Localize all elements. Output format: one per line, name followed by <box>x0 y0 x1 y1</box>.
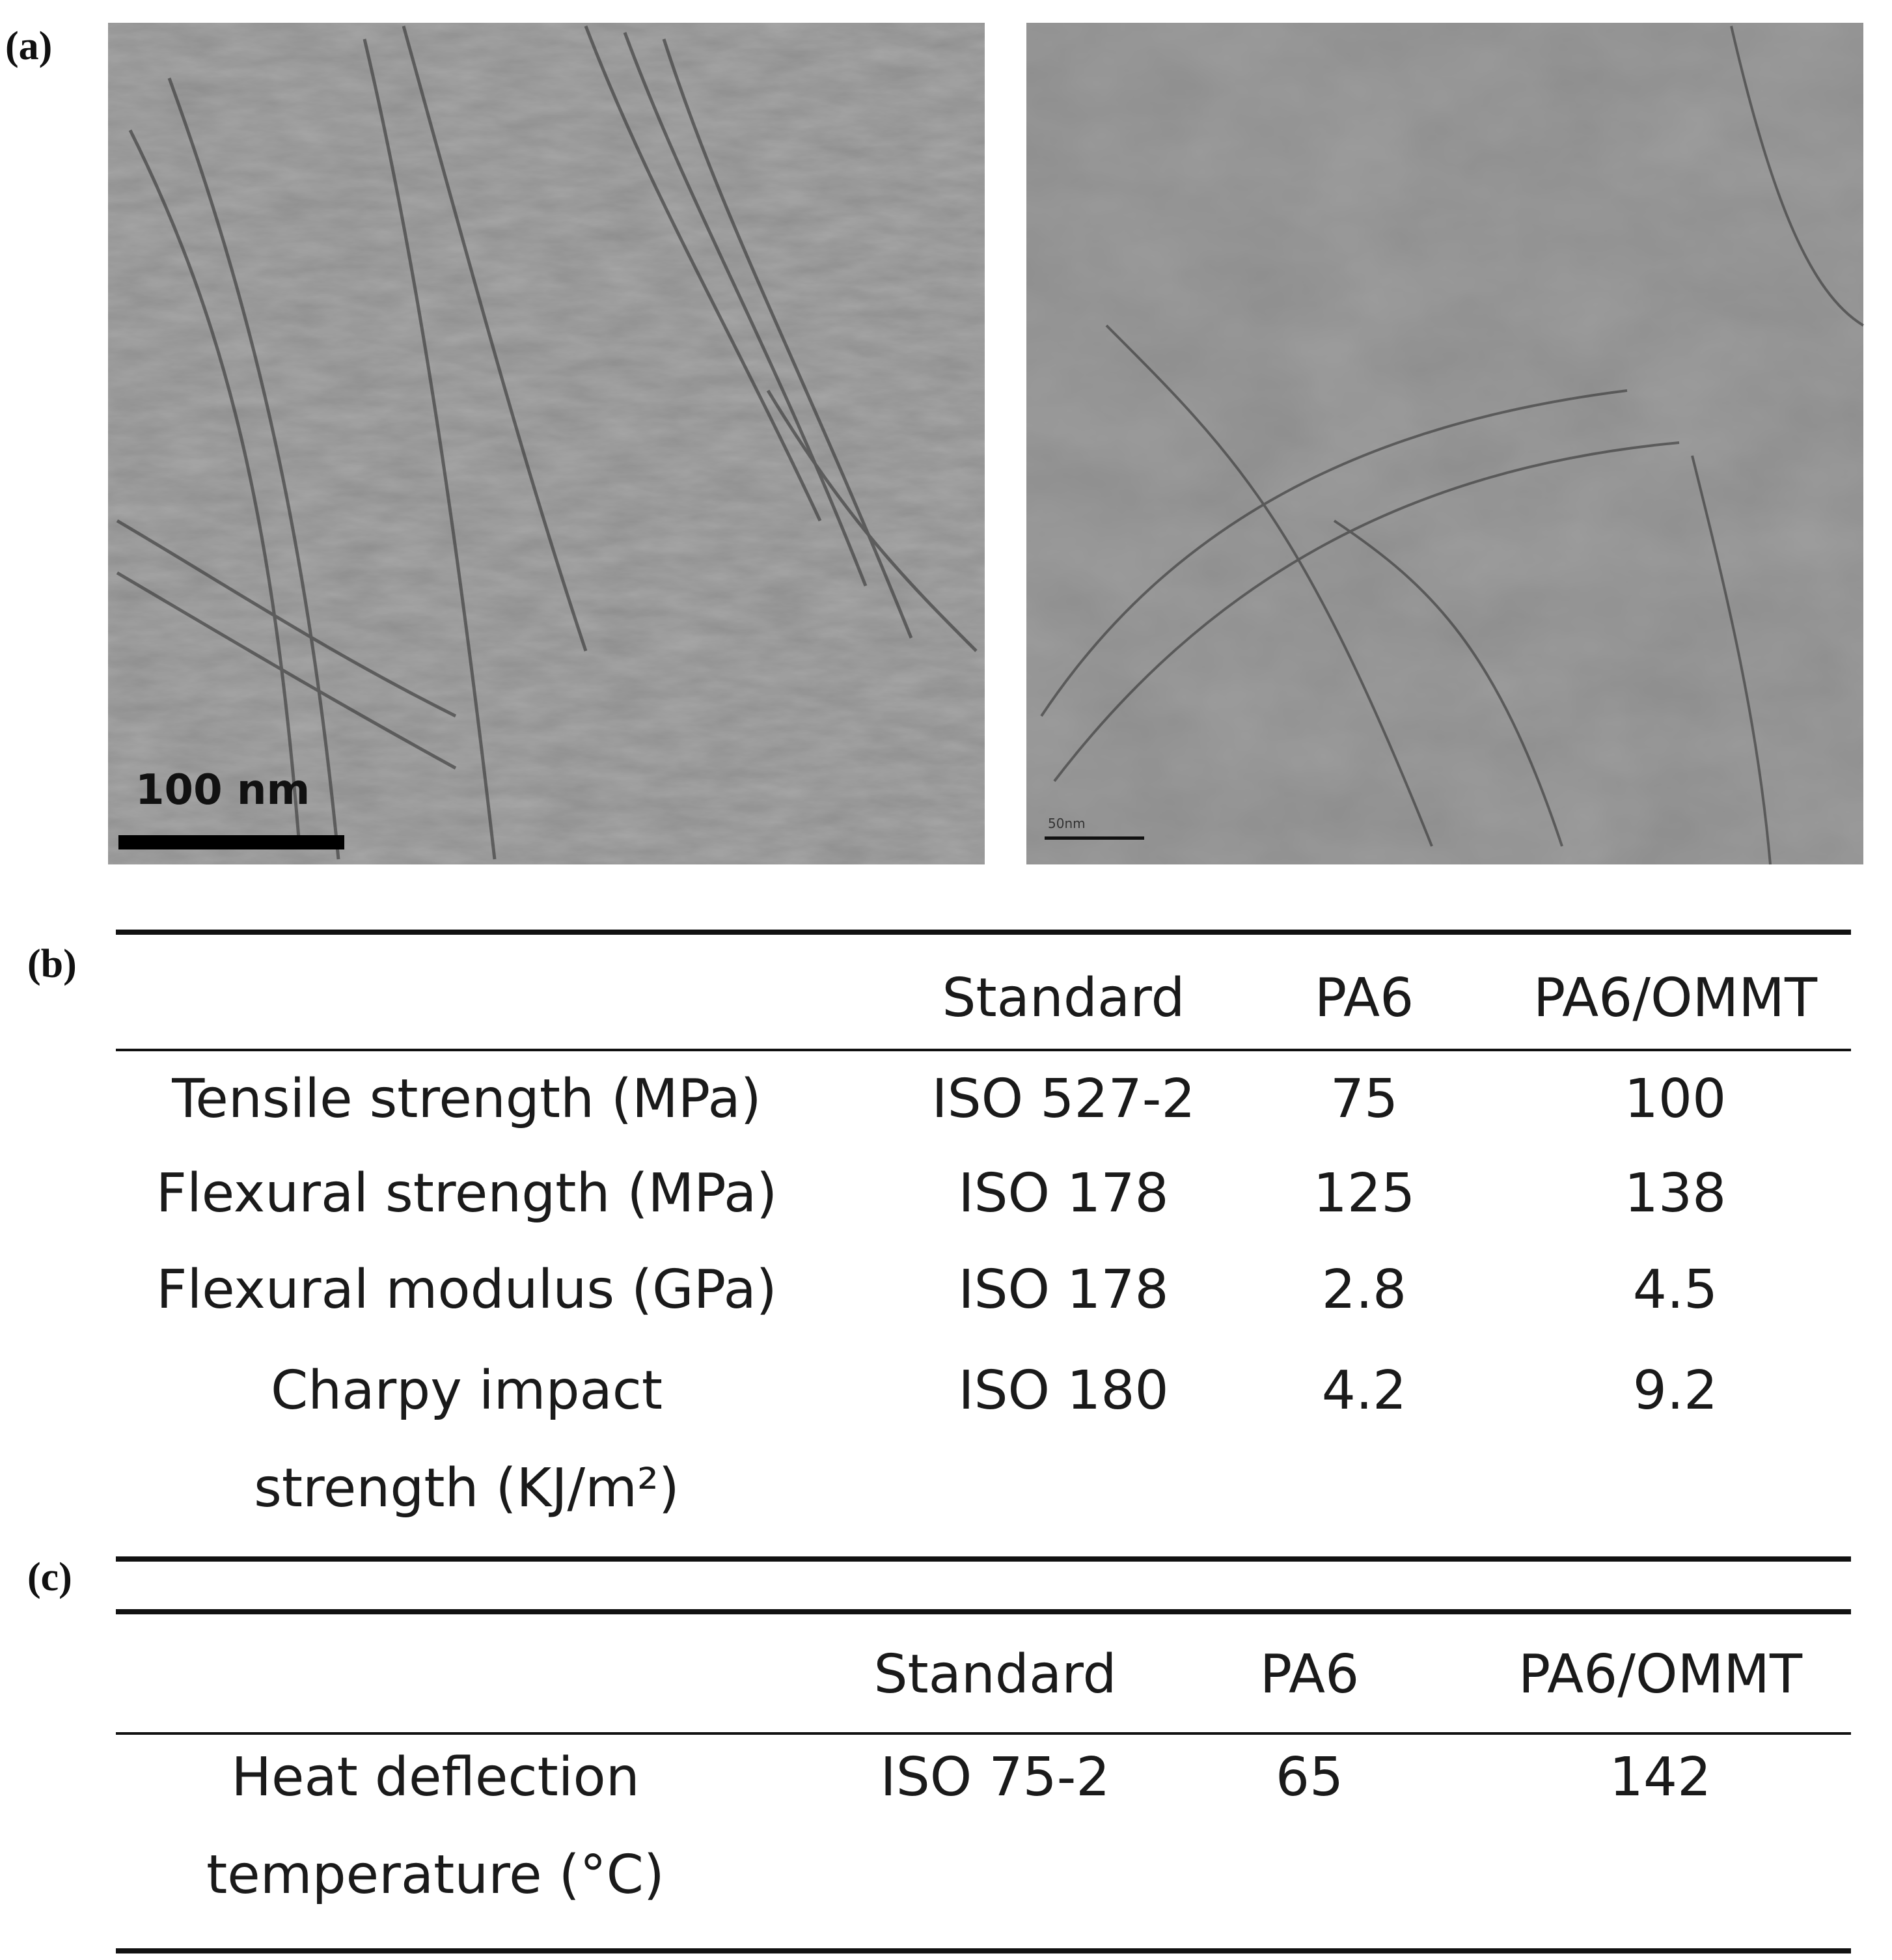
cell: 142 <box>1609 1746 1712 1808</box>
column-header: Standard <box>873 1644 1117 1705</box>
row-label: Flexural strength (MPa) <box>156 1163 778 1224</box>
column-header: PA6 <box>1314 967 1414 1029</box>
table-rule <box>116 1556 1851 1562</box>
cell: 4.2 <box>1321 1360 1407 1422</box>
scale-bar-label: 50nm <box>1048 816 1086 831</box>
table-rule <box>116 1609 1851 1614</box>
cell: 9.2 <box>1632 1360 1718 1422</box>
panel-label: (b) <box>27 942 77 986</box>
column-header: PA6/OMMT <box>1518 1644 1803 1705</box>
micrograph-right <box>1026 23 1865 865</box>
cell: ISO 75-2 <box>880 1746 1110 1808</box>
table-rule <box>116 1049 1851 1051</box>
row-label: Charpy impact strength (KJ/m²) <box>254 1360 679 1519</box>
cell: 125 <box>1313 1163 1416 1224</box>
table-rule <box>116 930 1851 935</box>
cell: 2.8 <box>1321 1259 1407 1321</box>
panel-label: (c) <box>27 1555 72 1599</box>
cell: 100 <box>1624 1068 1727 1130</box>
row-label: Tensile strength (MPa) <box>172 1068 761 1130</box>
table-rule <box>116 1948 1851 1953</box>
cell: 65 <box>1275 1746 1344 1808</box>
micrograph-left <box>108 23 985 864</box>
cell: 4.5 <box>1632 1259 1718 1321</box>
row-label: Flexural modulus (GPa) <box>156 1259 777 1321</box>
cell: 75 <box>1330 1068 1399 1130</box>
column-header: PA6 <box>1259 1644 1360 1705</box>
cell: 138 <box>1624 1163 1727 1224</box>
scale-bar-label: 100 nm <box>135 766 310 814</box>
row-label: Heat deflection temperature (°C) <box>206 1746 665 1906</box>
column-header: PA6/OMMT <box>1533 967 1818 1029</box>
cell: ISO 527-2 <box>931 1068 1196 1130</box>
column-header: Standard <box>942 967 1185 1029</box>
panel-label: (a) <box>5 24 53 68</box>
table-rule <box>116 1732 1851 1735</box>
cell: ISO 178 <box>958 1163 1169 1224</box>
cell: ISO 180 <box>958 1360 1169 1422</box>
micrographs: 100 nm 50nm <box>108 23 1865 865</box>
cell: ISO 178 <box>958 1259 1169 1321</box>
